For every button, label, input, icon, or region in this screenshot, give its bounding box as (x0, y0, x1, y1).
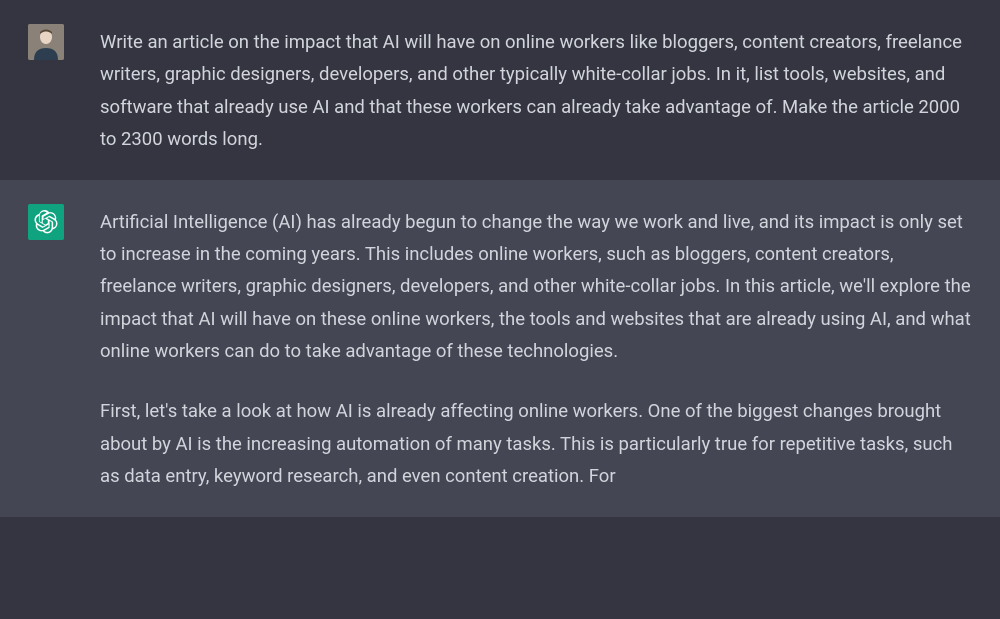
user-message-content: Write an article on the impact that AI w… (100, 24, 972, 156)
assistant-avatar (28, 204, 64, 240)
assistant-message-content: Artificial Intelligence (AI) has already… (100, 204, 972, 493)
assistant-paragraph-1: Artificial Intelligence (AI) has already… (100, 206, 972, 368)
assistant-message: Artificial Intelligence (AI) has already… (0, 180, 1000, 517)
user-message: Write an article on the impact that AI w… (0, 0, 1000, 180)
user-message-text: Write an article on the impact that AI w… (100, 26, 972, 156)
assistant-paragraph-2: First, let's take a look at how AI is al… (100, 395, 972, 492)
openai-icon (34, 210, 58, 234)
user-avatar (28, 24, 64, 60)
person-avatar-icon (28, 24, 64, 60)
